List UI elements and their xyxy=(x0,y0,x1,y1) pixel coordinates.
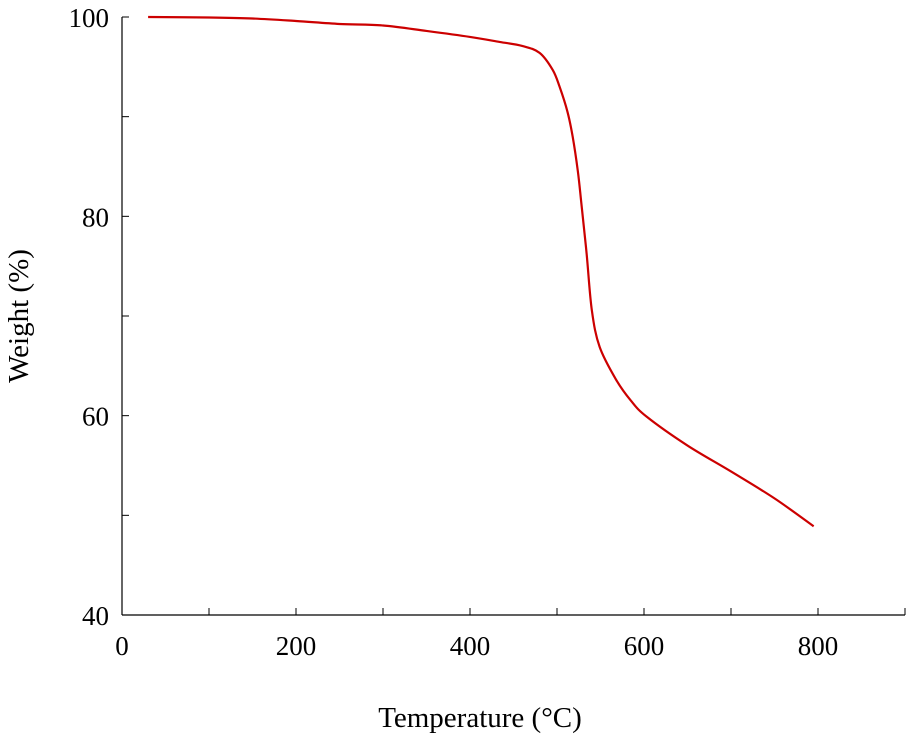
x-tick-label: 0 xyxy=(115,631,129,661)
y-axis-label: Weight (%) xyxy=(3,249,35,383)
x-tick-label: 400 xyxy=(450,631,491,661)
x-axis-label: Temperature (°C) xyxy=(378,702,582,734)
x-tick-label: 800 xyxy=(798,631,839,661)
series-line-tga xyxy=(148,15,815,528)
y-tick-label: 80 xyxy=(82,202,109,232)
x-tick-label: 600 xyxy=(624,631,665,661)
x-tick-label: 200 xyxy=(276,631,317,661)
y-tick-label: 100 xyxy=(69,3,110,33)
axes xyxy=(121,17,905,616)
y-tick-label: 40 xyxy=(82,601,109,631)
y-tick-label: 60 xyxy=(82,402,109,432)
series xyxy=(148,15,815,528)
ticks: 0 200 400 600 800 40 60 80 100 xyxy=(69,3,906,661)
